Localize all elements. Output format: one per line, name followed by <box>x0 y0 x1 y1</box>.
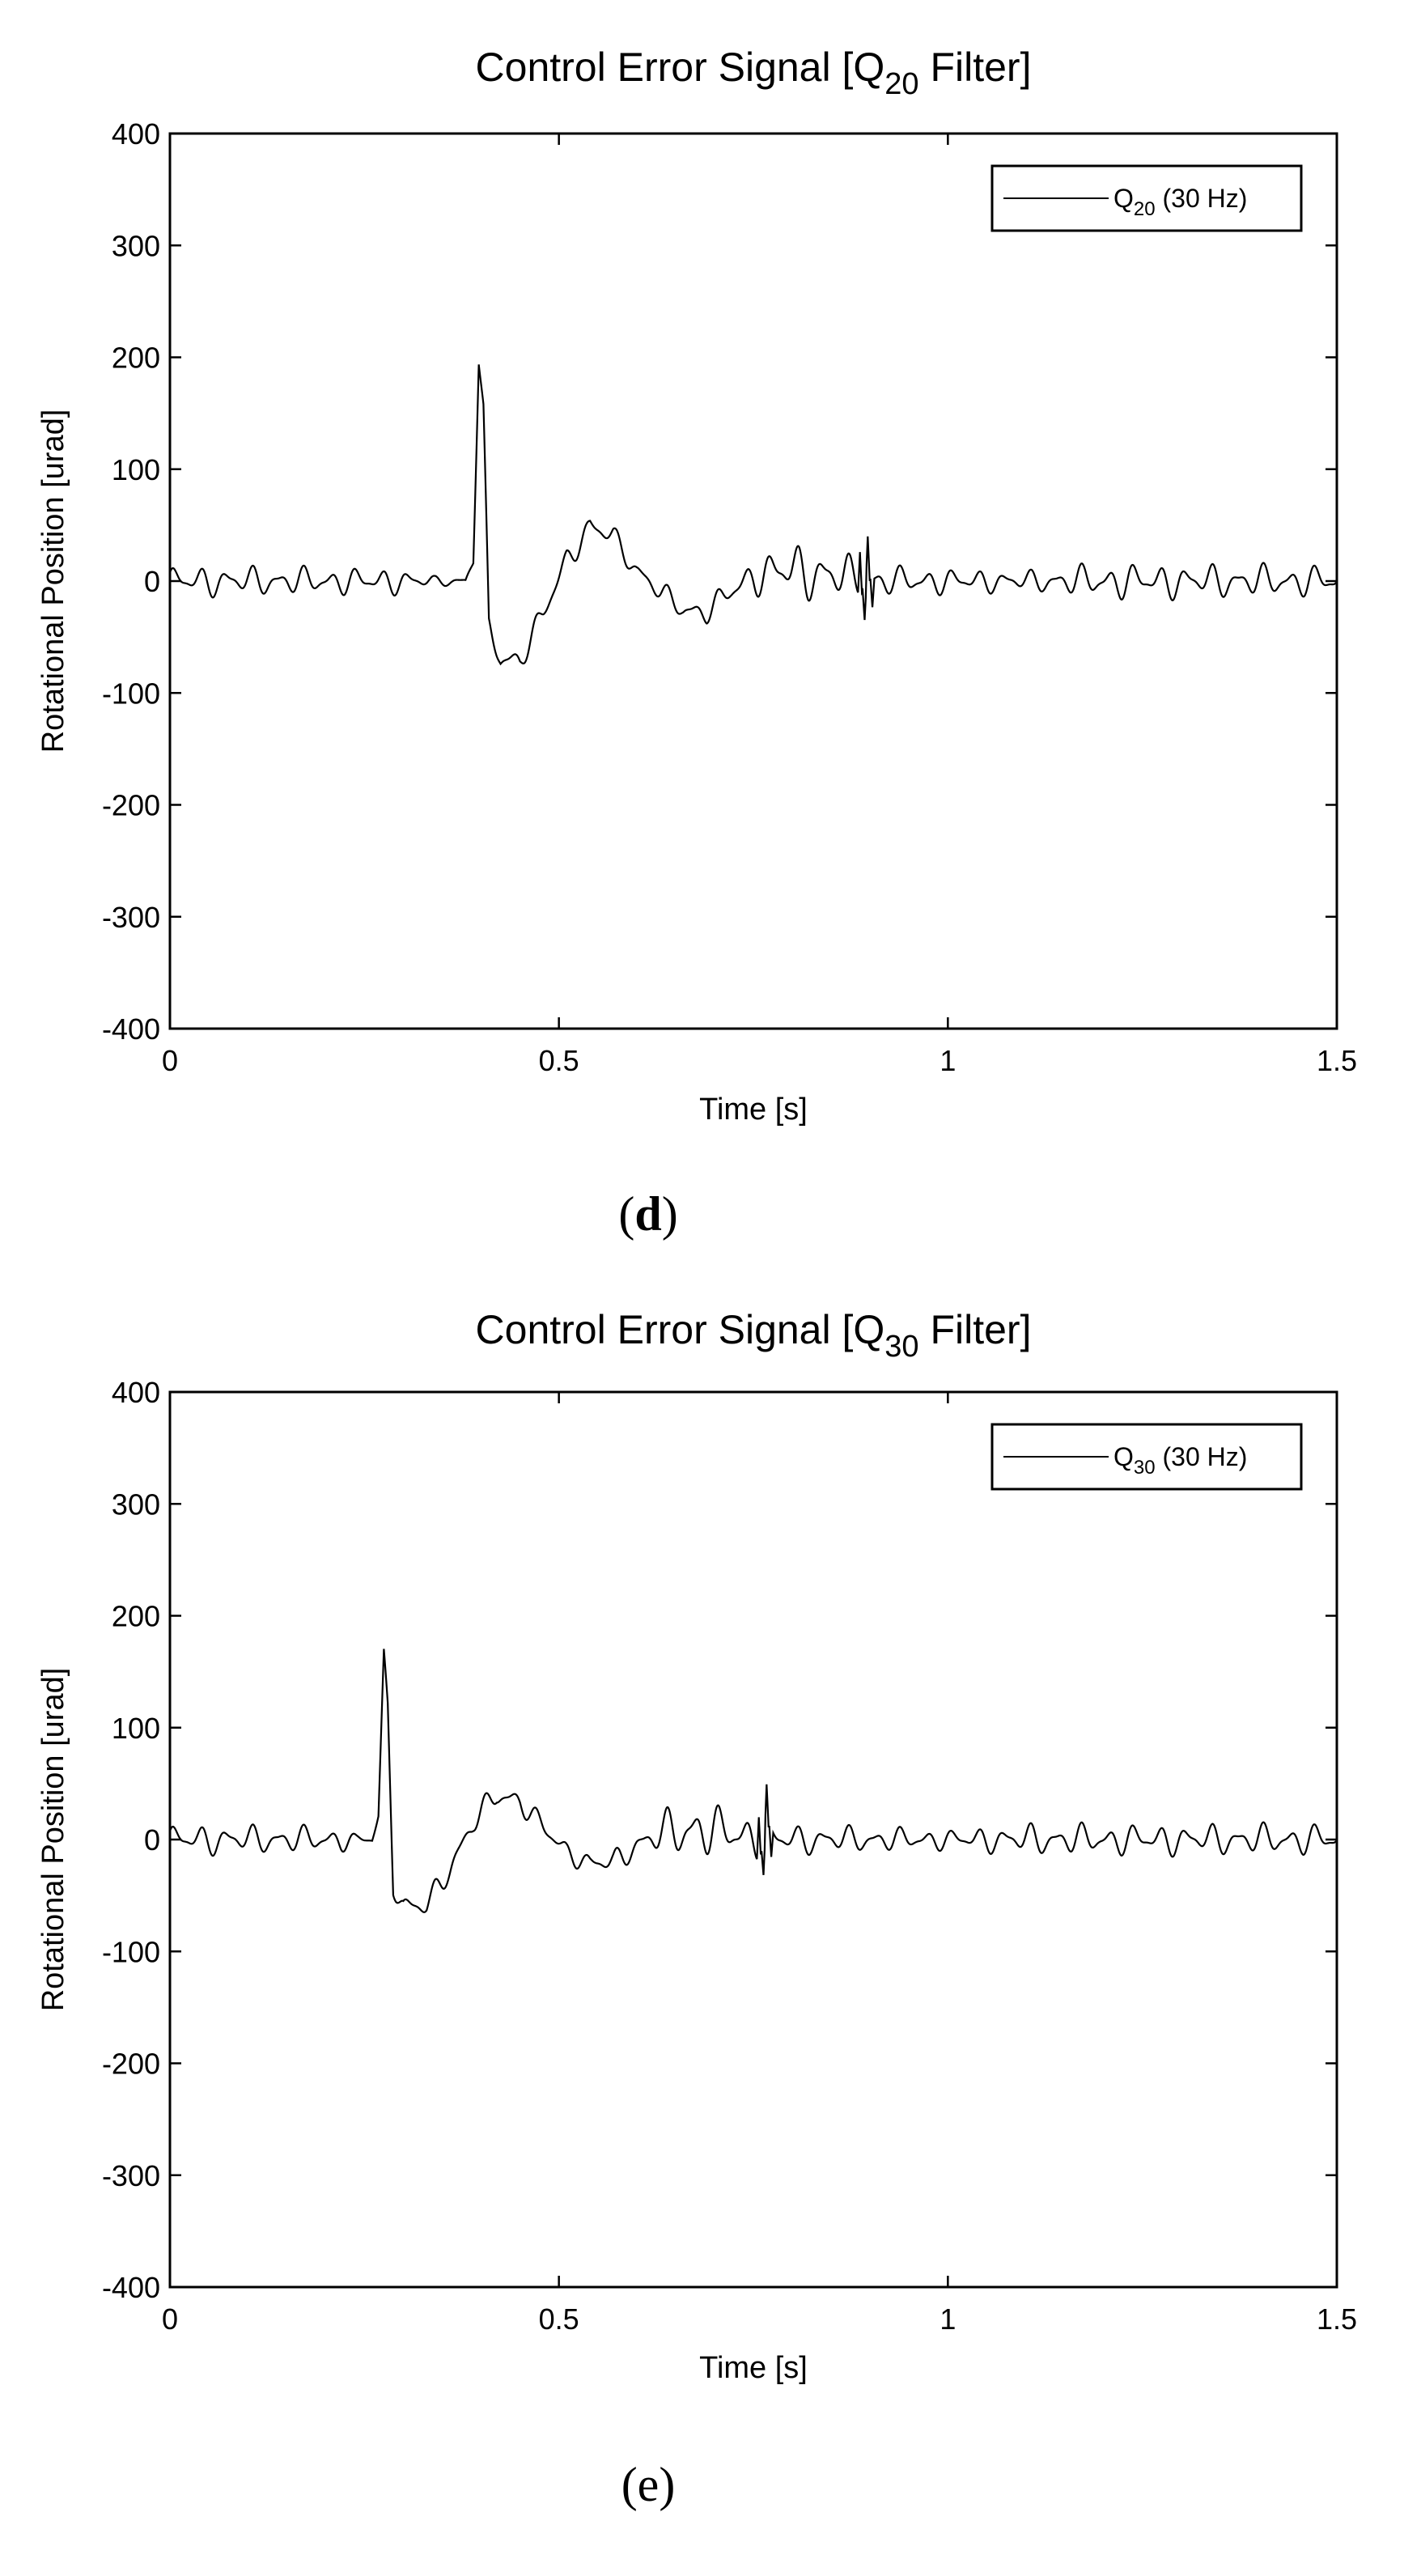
legend-label-main: Q <box>1113 1442 1134 1471</box>
legend-label-rest: (30 Hz) <box>1156 184 1248 213</box>
y-tick-label: 100 <box>112 1712 160 1745</box>
x-axis-label: Time [s] <box>699 1093 808 1127</box>
y-tick-label: 200 <box>112 342 160 375</box>
x-axis-label: Time [s] <box>699 2351 808 2385</box>
y-tick-label: 200 <box>112 1600 160 1633</box>
panel-label-close: ) <box>662 1187 678 1241</box>
y-tick-label: 300 <box>112 1487 160 1521</box>
y-tick-label: -400 <box>102 2271 160 2304</box>
panel-label-close: ) <box>659 2458 675 2511</box>
y-tick-label: 300 <box>112 229 160 262</box>
legend-label-subscript: 20 <box>1134 198 1156 220</box>
chart-title-subscript: 30 <box>884 1330 918 1364</box>
panel-label-open: ( <box>618 1187 634 1241</box>
legend-label-main: Q <box>1113 184 1134 213</box>
series-line-0 <box>170 1649 1337 1913</box>
x-tick-label: 0 <box>162 2302 178 2336</box>
x-tick-label: 0.5 <box>539 1044 579 1077</box>
y-tick-label: 100 <box>112 453 160 486</box>
chart-title-rest: Filter] <box>919 1307 1032 1352</box>
y-tick-label: 400 <box>112 117 160 151</box>
y-tick-label: -300 <box>102 2159 160 2192</box>
series-line-0 <box>170 364 1337 666</box>
y-tick-label: -400 <box>102 1012 160 1046</box>
panel-label-open: ( <box>621 2458 638 2511</box>
panel-label: (e) <box>621 2458 676 2511</box>
legend-label-subscript: 30 <box>1134 1457 1156 1479</box>
legend-box <box>990 164 1303 232</box>
legend-label-rest: (30 Hz) <box>1156 1442 1248 1471</box>
x-tick-label: 1.5 <box>1317 1044 1357 1077</box>
y-tick-label: 0 <box>144 1823 160 1857</box>
legend-label: Q20 (30 Hz) <box>1113 184 1247 220</box>
chart-panel-d: Control Error Signal [Q20 Filter]-400-30… <box>36 45 1357 1241</box>
panel-label-letter: d <box>634 1187 661 1241</box>
plot-area-frame <box>168 1390 1338 2289</box>
chart-title: Control Error Signal [Q30 Filter] <box>476 1307 1032 1364</box>
y-tick-label: -200 <box>102 2048 160 2081</box>
chart-title: Control Error Signal [Q20 Filter] <box>476 45 1032 101</box>
y-axis-label: Rotational Position [urad] <box>36 1668 70 2012</box>
x-tick-label: 1 <box>940 2302 956 2336</box>
x-tick-label: 0 <box>162 1044 178 1077</box>
chart-title-rest: Filter] <box>919 45 1032 90</box>
y-axis-label: Rotational Position [urad] <box>36 410 70 753</box>
y-tick-label: -300 <box>102 901 160 934</box>
y-tick-label: -200 <box>102 789 160 822</box>
y-tick-label: 0 <box>144 565 160 598</box>
chart-panel-e: Control Error Signal [Q30 Filter]-400-30… <box>36 1307 1357 2511</box>
x-tick-label: 0.5 <box>539 2302 579 2336</box>
x-tick-label: 1.5 <box>1317 2302 1357 2336</box>
chart-title-main: Control Error Signal [Q <box>476 45 885 90</box>
panel-label: (d) <box>618 1187 677 1241</box>
legend-label: Q30 (30 Hz) <box>1113 1442 1247 1479</box>
chart-title-subscript: 20 <box>884 67 918 101</box>
chart-title-main: Control Error Signal [Q <box>476 1307 885 1352</box>
y-tick-label: -100 <box>102 1935 160 1968</box>
panel-label-letter: e <box>638 2458 660 2511</box>
y-tick-label: -100 <box>102 677 160 710</box>
x-tick-label: 1 <box>940 1044 956 1077</box>
y-tick-label: 400 <box>112 1376 160 1409</box>
